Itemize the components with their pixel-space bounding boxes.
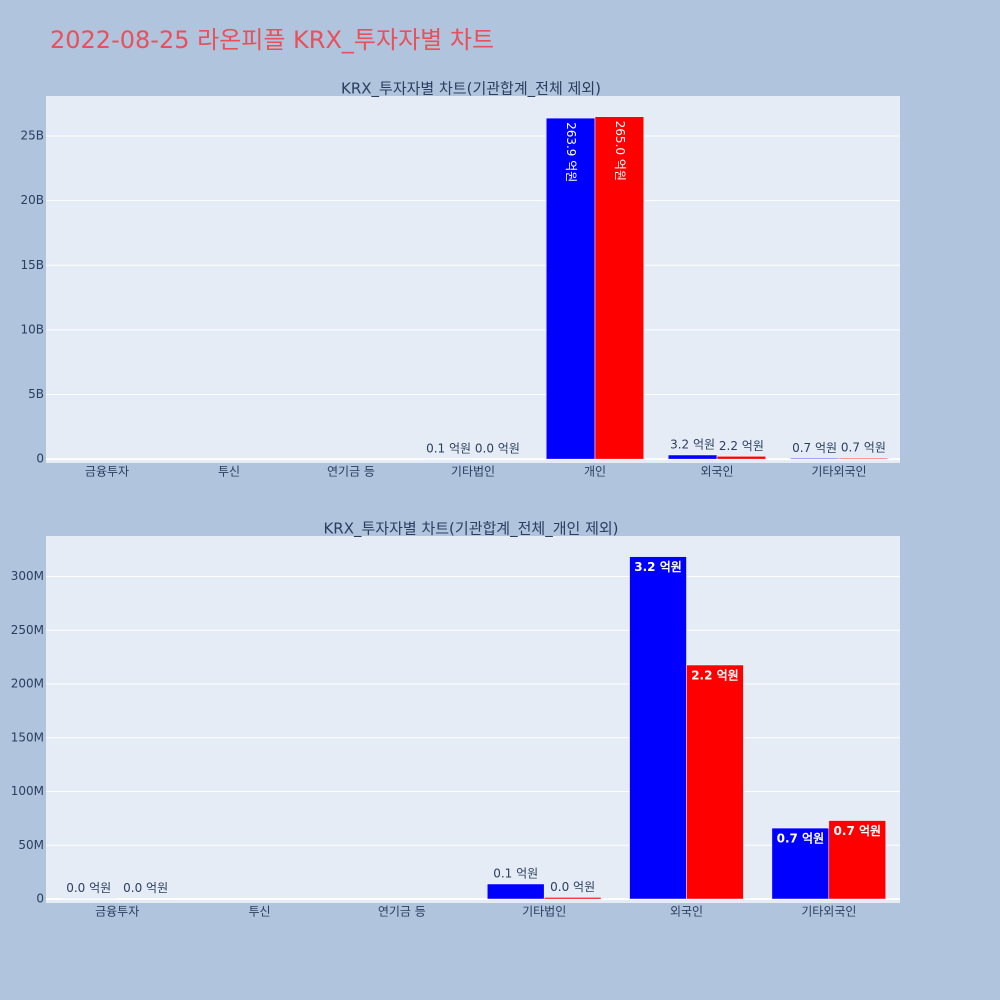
value-label: 263.9 억원 (564, 122, 578, 182)
x-tick-label: 연기금 등 (378, 905, 426, 919)
x-tick-label: 외국인 (670, 905, 703, 919)
plot-area (46, 536, 900, 903)
chart-title: KRX_투자자별 차트(기관합계_전체_개인 제외) (323, 520, 618, 539)
value-label: 0.0 억원 (475, 442, 520, 456)
bar (771, 827, 830, 900)
value-label: 0.0 억원 (550, 880, 595, 894)
x-tick-label: 금융투자 (85, 465, 129, 479)
bar (59, 898, 118, 900)
x-tick-label: 기타외국인 (811, 465, 866, 479)
bar (543, 897, 602, 900)
bar (486, 883, 545, 900)
value-label: 0.7 억원 (834, 824, 882, 838)
value-label: 2.2 억원 (691, 668, 739, 682)
bar (838, 457, 889, 460)
y-tick-label: 15B (20, 258, 44, 272)
bar (629, 556, 687, 900)
value-label: 0.0 억원 (66, 881, 111, 895)
y-tick-label: 150M (11, 730, 44, 744)
value-label: 0.1 억원 (426, 441, 471, 455)
x-tick-label: 금융투자 (95, 905, 139, 919)
x-tick-label: 기타법인 (522, 905, 566, 919)
y-tick-label: 20B (20, 193, 44, 207)
x-tick-label: 기타법인 (451, 465, 495, 479)
page-title: 2022-08-25 라온피플 KRX_투자자별 차트 (50, 26, 494, 54)
value-label: 0.7 억원 (841, 441, 886, 455)
x-tick-label: 투신 (218, 465, 240, 479)
bar (828, 820, 887, 900)
x-tick-label: 개인 (584, 465, 606, 479)
y-tick-label: 0 (36, 892, 44, 906)
bar (716, 456, 767, 460)
y-tick-label: 50M (18, 838, 44, 852)
value-label: 0.7 억원 (792, 441, 837, 455)
y-tick-label: 0 (36, 452, 44, 466)
bar (686, 664, 744, 900)
value-label: 265.0 억원 (613, 121, 627, 181)
y-tick-label: 5B (28, 387, 44, 401)
y-tick-label: 300M (11, 569, 44, 583)
plot-area (46, 96, 900, 463)
value-label: 0.7 억원 (777, 832, 825, 846)
bar (594, 116, 645, 460)
value-label: 3.2 억원 (670, 437, 715, 451)
x-tick-label: 외국인 (700, 465, 733, 479)
y-tick-label: 25B (20, 129, 44, 143)
y-tick-label: 100M (11, 784, 44, 798)
x-tick-label: 기타외국인 (801, 905, 856, 919)
y-tick-label: 200M (11, 677, 44, 691)
bar (789, 458, 840, 460)
x-tick-label: 연기금 등 (327, 465, 375, 479)
x-tick-label: 투신 (248, 905, 270, 919)
y-tick-label: 250M (11, 623, 44, 637)
value-label: 0.0 억원 (123, 881, 168, 895)
value-label: 0.1 억원 (493, 866, 538, 880)
chart-title: KRX_투자자별 차트(기관합계_전체 제외) (341, 80, 601, 99)
value-label: 2.2 억원 (719, 439, 764, 453)
bar (667, 454, 718, 460)
value-label: 3.2 억원 (634, 560, 682, 574)
y-tick-label: 10B (20, 322, 44, 336)
